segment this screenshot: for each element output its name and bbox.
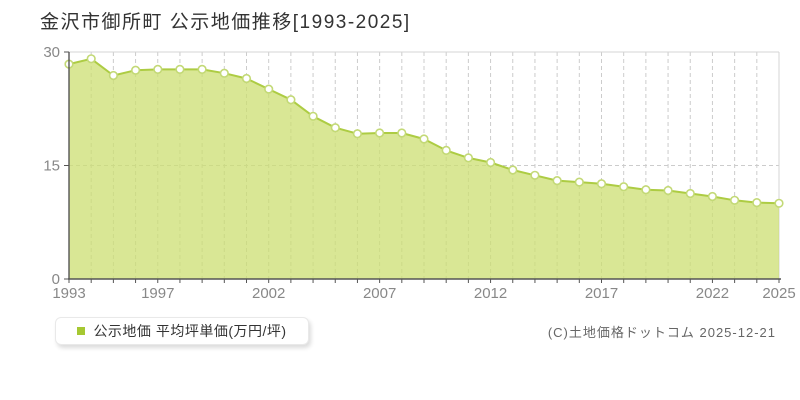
y-tick-label: 30 bbox=[43, 44, 60, 61]
data-point bbox=[286, 95, 296, 105]
x-tick-label: 2012 bbox=[474, 285, 507, 302]
data-point bbox=[241, 73, 252, 84]
data-point bbox=[641, 185, 651, 195]
x-tick-label: 2025 bbox=[762, 285, 795, 302]
copyright-text: (C)土地価格ドットコム 2025-12-21 bbox=[547, 325, 776, 340]
data-point bbox=[86, 54, 96, 64]
x-tick-label: 2017 bbox=[585, 285, 618, 302]
x-tick-label: 2022 bbox=[696, 285, 729, 302]
data-point bbox=[685, 188, 695, 199]
data-point bbox=[441, 145, 451, 155]
data-point bbox=[530, 170, 540, 180]
data-point bbox=[264, 84, 274, 94]
data-point bbox=[619, 182, 629, 192]
chart-title: 金沢市御所町 公示地価推移[1993-2025] bbox=[40, 12, 411, 33]
data-point bbox=[774, 198, 784, 208]
legend-series-label: 公示地価 平均坪単価(万円/坪) bbox=[93, 323, 287, 339]
data-point bbox=[419, 134, 429, 144]
data-point bbox=[219, 68, 229, 78]
data-point bbox=[197, 64, 207, 74]
data-point bbox=[131, 65, 141, 75]
data-point bbox=[397, 128, 407, 138]
x-tick-label: 1997 bbox=[141, 285, 174, 302]
x-tick-label: 1993 bbox=[52, 285, 85, 302]
data-point bbox=[752, 198, 762, 208]
data-point bbox=[508, 165, 518, 175]
data-point bbox=[330, 123, 340, 133]
data-point bbox=[729, 195, 740, 205]
data-point bbox=[552, 176, 562, 186]
data-point bbox=[352, 129, 363, 139]
data-point bbox=[707, 191, 718, 202]
data-point bbox=[663, 185, 673, 196]
data-point bbox=[308, 111, 318, 121]
data-point bbox=[175, 64, 185, 74]
legend-series-swatch-icon bbox=[77, 327, 86, 335]
data-point bbox=[596, 179, 607, 189]
y-tick-label: 0 bbox=[52, 271, 60, 288]
area-fill bbox=[69, 58, 779, 279]
data-point bbox=[486, 157, 496, 168]
x-tick-label: 2002 bbox=[252, 285, 285, 302]
data-point bbox=[375, 128, 385, 138]
data-point bbox=[108, 70, 118, 81]
legend-box: 公示地価 平均坪単価(万円/坪) bbox=[55, 317, 309, 345]
data-point bbox=[463, 153, 474, 163]
y-tick-label: 15 bbox=[43, 158, 60, 175]
x-tick-label: 2007 bbox=[363, 285, 396, 302]
data-point bbox=[153, 64, 163, 74]
data-point bbox=[574, 177, 584, 187]
